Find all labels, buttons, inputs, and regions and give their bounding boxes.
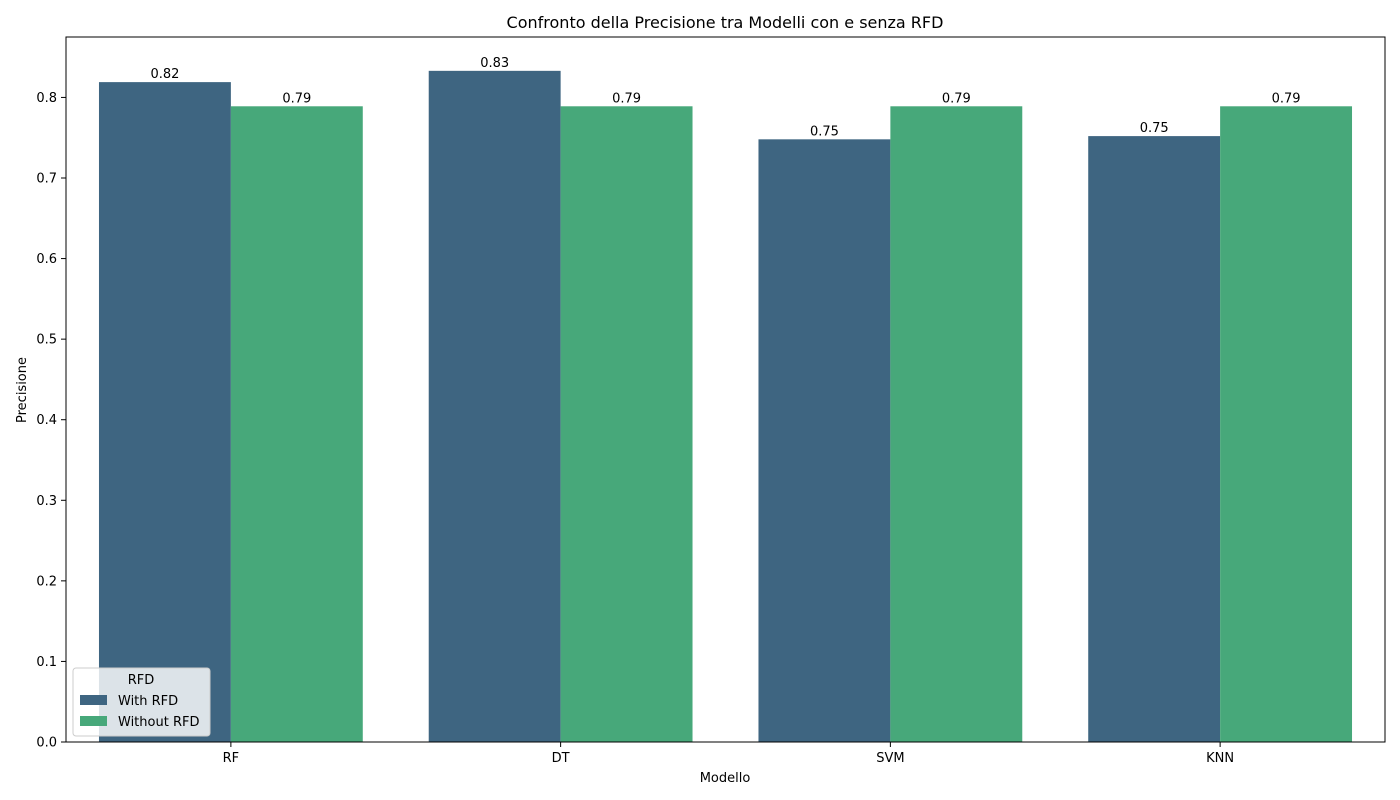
bar-label-dt-without-rfd: 0.79 — [612, 91, 641, 106]
bar-label-rf-with-rfd: 0.82 — [150, 67, 179, 82]
legend-entry-with-rfd: With RFD — [118, 694, 178, 709]
x-tick-label-svm: SVM — [876, 751, 904, 766]
bar-labels-group: 0.82 0.79 0.83 0.79 0.75 0.79 0.75 0.79 — [150, 56, 1300, 139]
legend-swatch-with-rfd — [80, 695, 107, 705]
y-tick-label-1: 0.1 — [36, 655, 57, 670]
y-axis: 0.0 0.1 0.2 0.3 0.4 0.5 0.6 0.7 0.8 — [36, 91, 66, 751]
bar-svm-without-rfd — [890, 106, 1023, 742]
bar-rf-without-rfd — [230, 106, 363, 742]
y-tick-label-5: 0.5 — [36, 333, 57, 348]
bar-label-rf-without-rfd: 0.79 — [282, 91, 311, 106]
bar-dt-without-rfd — [560, 106, 693, 742]
chart-title: Confronto della Precisione tra Modelli c… — [507, 13, 944, 32]
legend-box — [72, 667, 211, 737]
x-tick-label-dt: DT — [552, 751, 570, 766]
x-axis-label: Modello — [700, 771, 751, 786]
y-tick-label-4: 0.4 — [36, 413, 57, 428]
bar-knn-with-rfd — [1088, 136, 1221, 743]
bar-label-knn-with-rfd: 0.75 — [1140, 121, 1169, 136]
y-axis-label: Precisione — [15, 357, 30, 423]
y-tick-label-3: 0.3 — [36, 494, 57, 509]
bar-svm-with-rfd — [758, 139, 891, 743]
legend-swatch-without-rfd — [80, 716, 107, 726]
y-tick-label-8: 0.8 — [36, 91, 57, 106]
legend-title: RFD — [128, 673, 155, 688]
legend-entry-without-rfd: Without RFD — [118, 715, 199, 730]
bar-knn-without-rfd — [1220, 106, 1353, 742]
bar-rf-with-rfd — [98, 82, 231, 743]
x-tick-label-knn: KNN — [1206, 751, 1234, 766]
y-tick-label-0: 0.0 — [36, 736, 57, 751]
bars-group — [98, 70, 1353, 743]
y-tick-label-7: 0.7 — [36, 172, 57, 187]
y-tick-label-2: 0.2 — [36, 574, 57, 589]
y-tick-label-6: 0.6 — [36, 252, 57, 267]
bar-label-knn-without-rfd: 0.79 — [1272, 91, 1301, 106]
bar-dt-with-rfd — [428, 70, 561, 743]
bar-label-svm-without-rfd: 0.79 — [942, 91, 971, 106]
bar-label-dt-with-rfd: 0.83 — [480, 56, 509, 71]
x-axis: RF DT SVM KNN — [223, 742, 1234, 766]
plot-frame — [65, 36, 1386, 743]
x-tick-label-rf: RF — [223, 751, 240, 766]
legend: RFD With RFD Without RFD — [72, 667, 211, 737]
bar-label-svm-with-rfd: 0.75 — [810, 124, 839, 139]
